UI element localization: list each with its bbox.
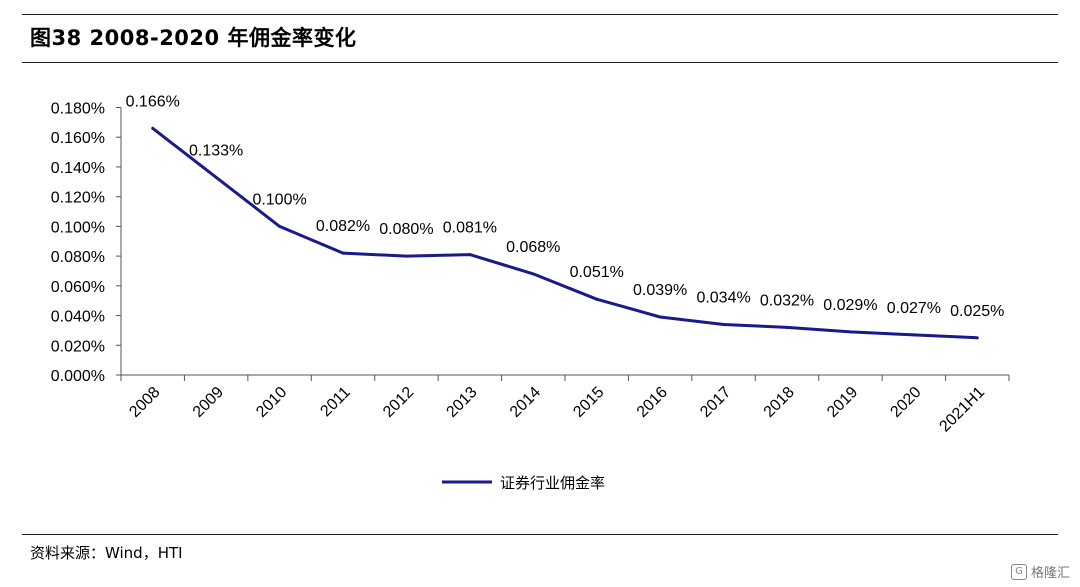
data-point: [531, 272, 535, 276]
top-rule: [22, 14, 1058, 15]
x-tick-label: 2014: [507, 384, 544, 421]
data-labels: 0.166% 0.133% 0.100% 0.082% 0.080% 0.081% 0.06…: [126, 93, 1005, 320]
data-point: [278, 224, 282, 228]
data-label: 0.027%: [887, 300, 941, 317]
y-tick-label: 0.120%: [51, 190, 105, 207]
x-tick-label: 2021H1: [936, 384, 988, 436]
x-tick-label: 2010: [253, 384, 290, 421]
y-tick-label: 0.160%: [51, 130, 105, 147]
y-tick-label: 0.140%: [51, 160, 105, 177]
data-point: [468, 253, 472, 257]
y-tick-label: 0.020%: [51, 338, 105, 355]
y-tick-label: 0.100%: [51, 219, 105, 236]
data-point: [151, 126, 155, 130]
legend: 证券行业佣金率: [442, 474, 605, 492]
data-label: 0.100%: [252, 191, 306, 208]
y-tick-label: 0.180%: [51, 101, 105, 118]
data-label: 0.082%: [316, 218, 370, 235]
data-point: [341, 251, 345, 255]
watermark-logo-icon: G: [1010, 563, 1027, 580]
series-layer: [151, 126, 979, 340]
x-tick-label: 2018: [761, 384, 798, 421]
x-tick-label: 2011: [317, 384, 353, 420]
x-tick-label: 2017: [697, 384, 734, 421]
x-tick-label: 2015: [570, 384, 607, 421]
data-point: [595, 297, 599, 301]
data-label: 0.034%: [696, 289, 750, 306]
watermark-text: 格隆汇: [1030, 566, 1070, 581]
x-tick-label: 2008: [126, 384, 163, 421]
data-point: [658, 315, 662, 319]
y-tick-label: 0.040%: [51, 309, 105, 326]
series-line: [151, 127, 978, 340]
data-point: [848, 330, 852, 334]
watermark: G 格隆汇: [1010, 562, 1070, 581]
data-label: 0.068%: [506, 239, 560, 256]
data-label: 0.039%: [633, 282, 687, 299]
data-label: 0.032%: [760, 292, 814, 309]
data-point: [912, 333, 916, 337]
bottom-rule: [22, 534, 1058, 535]
data-label: 0.081%: [443, 220, 497, 237]
data-label: 0.051%: [570, 264, 624, 281]
data-point: [722, 322, 726, 326]
x-tick-label: 2016: [634, 384, 671, 421]
y-tick-label: 0.060%: [51, 279, 105, 296]
y-tick-label: 0.000%: [51, 368, 105, 385]
data-label: 0.025%: [950, 303, 1004, 320]
title-rule: [22, 62, 1058, 63]
data-point: [214, 175, 218, 179]
x-axis: 2008 2009 2010 2011 2012 2013 2014 2015 2016 2017…: [120, 374, 1010, 436]
data-label: 0.080%: [379, 221, 433, 238]
source-note: 资料来源：Wind，HTI: [30, 544, 183, 562]
x-tick-label: 2020: [887, 384, 924, 421]
x-tick-label: 2009: [190, 384, 227, 421]
data-point: [785, 325, 789, 329]
legend-label: 证券行业佣金率: [500, 474, 605, 492]
x-tick-label: 2012: [380, 384, 417, 421]
data-point: [975, 336, 979, 340]
data-label: 0.133%: [189, 142, 243, 159]
y-tick-label: 0.080%: [51, 249, 105, 266]
data-label: 0.029%: [823, 297, 877, 314]
chart-title: 图38 2008-2020 年佣金率变化: [30, 26, 357, 50]
data-label: 0.166%: [126, 93, 180, 110]
x-tick-label: 2019: [824, 384, 861, 421]
data-point: [404, 254, 408, 258]
y-axis: 0.000% 0.020% 0.040% 0.060% 0.080% 0.100% 0.12…: [51, 101, 122, 385]
x-tick-label: 2013: [443, 384, 480, 421]
